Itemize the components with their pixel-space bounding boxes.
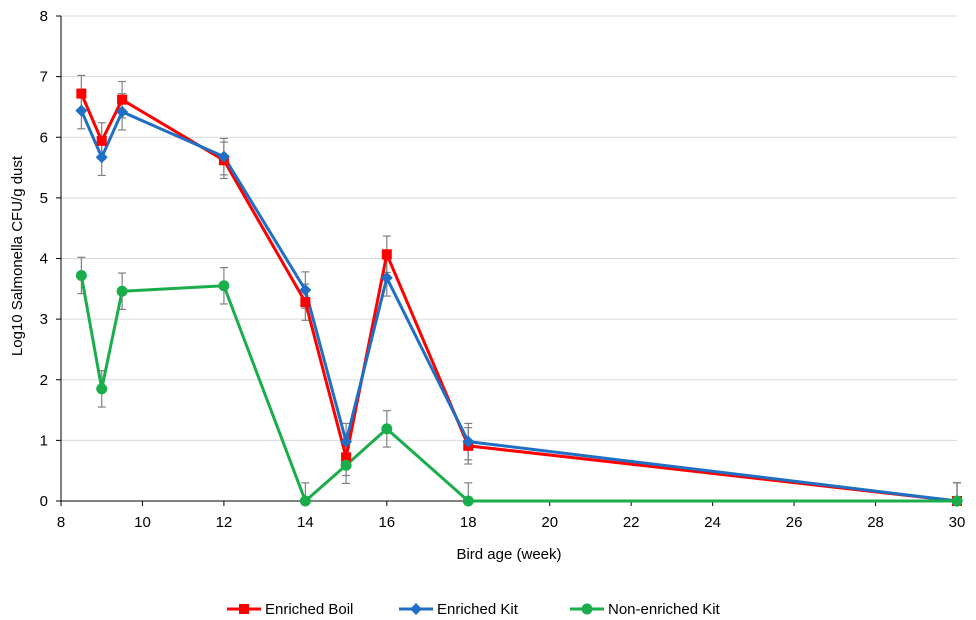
- x-tick-label: 30: [949, 514, 966, 531]
- x-tick-label: 28: [867, 514, 884, 531]
- point-enriched-boil: [300, 297, 311, 308]
- legend-marker-enriched-kit: [410, 603, 422, 615]
- legend-label-non-enriched-kit: Non-enriched Kit: [608, 601, 721, 618]
- point-non-enriched-kit: [116, 285, 128, 297]
- y-tick-label: 4: [40, 251, 48, 268]
- point-non-enriched-kit: [218, 280, 230, 292]
- legend-label-enriched-boil: Enriched Boil: [265, 601, 353, 618]
- point-non-enriched-kit: [462, 495, 474, 507]
- point-non-enriched-kit: [951, 495, 963, 507]
- x-tick-label: 22: [623, 514, 640, 531]
- line-enriched-kit: [79, 109, 958, 503]
- y-tick-label: 2: [40, 372, 48, 389]
- point-enriched-kit: [462, 435, 475, 448]
- y-tick-label: 5: [40, 190, 48, 207]
- point-enriched-boil: [341, 452, 352, 463]
- point-enriched-kit: [380, 271, 393, 284]
- point-enriched-kit: [299, 284, 312, 297]
- y-tick-label: 1: [40, 432, 48, 449]
- x-tick-label: 18: [460, 514, 477, 531]
- point-enriched-boil: [76, 88, 87, 99]
- gridlines: [61, 15, 957, 441]
- series-markers: [75, 88, 963, 507]
- axes: [56, 15, 958, 506]
- x-tick-label: 12: [216, 514, 233, 531]
- legend: Enriched Boil Enriched Kit Non-enriched Ki…: [227, 601, 721, 618]
- legend-marker-enriched-boil: [239, 604, 249, 614]
- line-non-enriched-kit: [79, 275, 957, 503]
- point-enriched-boil: [117, 94, 128, 105]
- y-tick-label: 7: [40, 69, 48, 86]
- legend-label-enriched-kit: Enriched Kit: [437, 601, 519, 618]
- x-axis-title: Bird age (week): [456, 546, 561, 563]
- x-tick-label: 14: [297, 514, 314, 531]
- point-enriched-boil: [381, 249, 392, 260]
- point-non-enriched-kit: [381, 423, 393, 435]
- point-enriched-kit: [116, 105, 129, 118]
- y-tick-label: 8: [40, 8, 48, 25]
- y-tick-label: 3: [40, 311, 48, 328]
- y-axis-title: Log10 Salmonella CFU/g dust: [9, 155, 26, 356]
- point-enriched-kit: [75, 104, 88, 117]
- x-tick-label: 24: [704, 514, 721, 531]
- point-enriched-kit: [217, 150, 230, 163]
- x-tick-label: 26: [786, 514, 803, 531]
- point-non-enriched-kit: [96, 383, 108, 395]
- x-tick-label: 10: [134, 514, 151, 531]
- point-non-enriched-kit: [340, 459, 352, 471]
- legend-marker-non-enriched-kit: [581, 603, 593, 615]
- point-non-enriched-kit: [75, 269, 87, 281]
- x-tick-label: 16: [378, 514, 395, 531]
- y-tick-label: 6: [40, 129, 48, 146]
- x-tick-label: 20: [541, 514, 558, 531]
- point-enriched-boil: [96, 135, 107, 146]
- y-tick-label: 0: [40, 493, 48, 510]
- x-tick-label: 8: [57, 514, 65, 531]
- point-non-enriched-kit: [299, 495, 311, 507]
- point-enriched-kit: [340, 435, 353, 448]
- error-bars: [77, 74, 961, 501]
- point-enriched-kit: [95, 151, 108, 164]
